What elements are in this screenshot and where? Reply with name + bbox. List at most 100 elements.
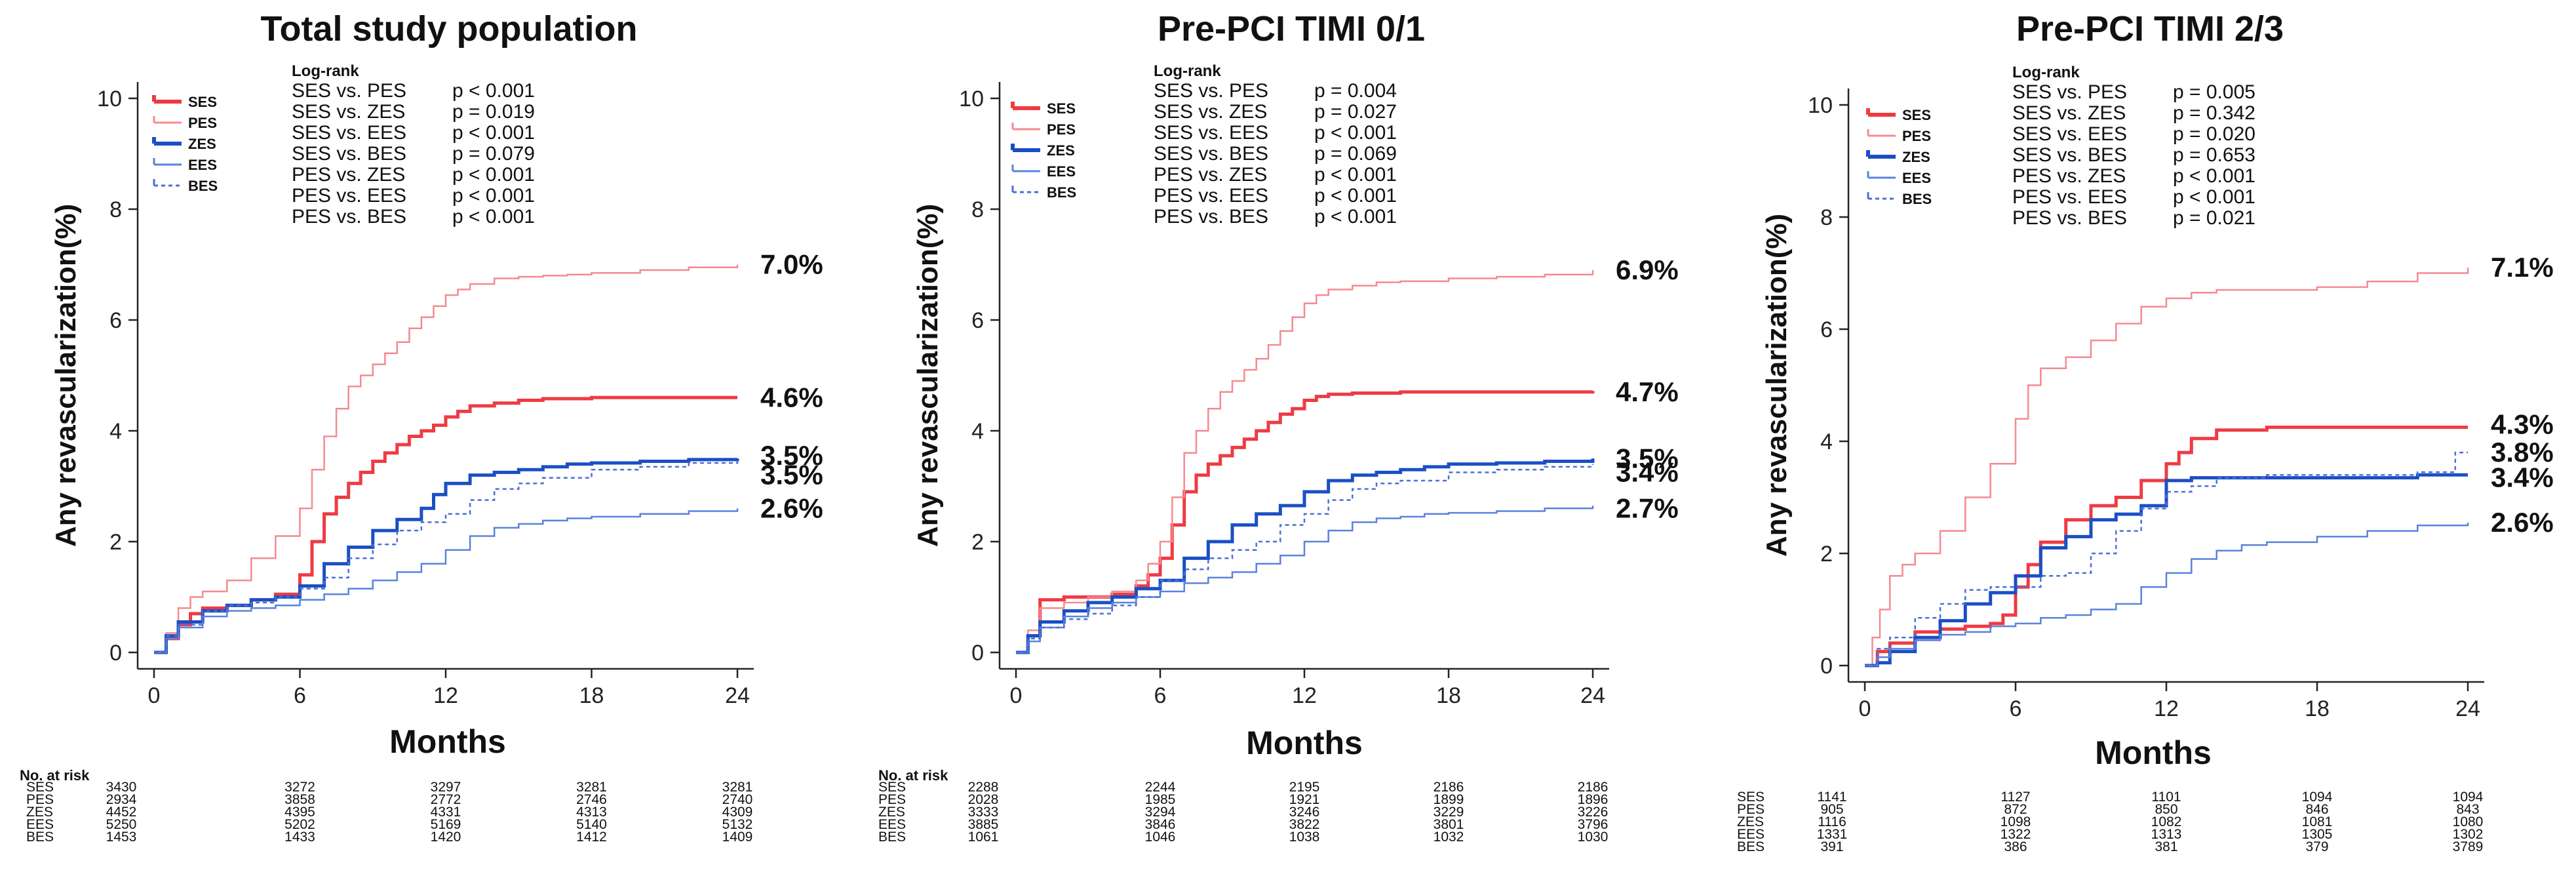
x-tick-label: 18 bbox=[579, 683, 604, 708]
risk-table-count: 3885 bbox=[968, 817, 999, 832]
x-axis-label: Months bbox=[1246, 725, 1363, 761]
risk-table-count: 3796 bbox=[1578, 817, 1609, 832]
x-tick-label: 6 bbox=[1154, 683, 1167, 708]
risk-table-count: 1061 bbox=[968, 829, 999, 845]
risk-table-count: 1896 bbox=[1578, 792, 1609, 807]
legend-label: EES bbox=[1902, 170, 1931, 186]
legend-label: PES bbox=[1902, 128, 1931, 144]
logrank-p-value: p = 0.027 bbox=[1314, 101, 1397, 123]
logrank-comparison: SES vs. BES bbox=[1154, 143, 1268, 165]
risk-table-group: ZES bbox=[1737, 814, 1764, 829]
risk-table-group: EES bbox=[1737, 827, 1765, 842]
x-tick-label: 0 bbox=[1859, 696, 1871, 721]
logrank-comparison: SES vs. ZES bbox=[1154, 101, 1267, 123]
risk-table-count: 4452 bbox=[106, 805, 137, 820]
risk-table-count: 3430 bbox=[106, 780, 137, 795]
logrank-comparison: PES vs. ZES bbox=[1154, 164, 1267, 186]
risk-table-count: 1094 bbox=[2453, 789, 2484, 805]
logrank-comparison: SES vs. EES bbox=[2012, 123, 2127, 145]
risk-table-count: 3281 bbox=[576, 780, 607, 795]
logrank-header: Log-rank bbox=[1154, 62, 1221, 80]
risk-table-count: 1116 bbox=[1818, 814, 1846, 829]
legend-label: SES bbox=[1902, 107, 1931, 123]
logrank-p-value: p = 0.342 bbox=[2173, 102, 2255, 124]
logrank-header: Log-rank bbox=[292, 62, 359, 80]
x-tick-label: 6 bbox=[294, 683, 306, 708]
risk-table-count: 4395 bbox=[284, 805, 315, 820]
x-tick-label: 24 bbox=[1580, 683, 1605, 708]
risk-table-count: 2186 bbox=[1578, 780, 1609, 795]
y-tick-label: 10 bbox=[959, 87, 984, 111]
risk-table-count: 1038 bbox=[1289, 829, 1320, 845]
y-tick-label: 2 bbox=[971, 530, 984, 555]
risk-table-count: 5169 bbox=[431, 817, 461, 832]
risk-table-count: 2186 bbox=[1434, 780, 1464, 795]
risk-table-count: 1409 bbox=[722, 829, 753, 845]
risk-table-count: 2028 bbox=[968, 792, 999, 807]
logrank-comparison: SES vs. EES bbox=[1154, 122, 1268, 144]
y-tick-label: 4 bbox=[109, 419, 122, 444]
risk-table-count: 4331 bbox=[431, 805, 461, 820]
risk-table-group: ZES bbox=[878, 805, 905, 820]
x-tick-label: 18 bbox=[2305, 696, 2330, 721]
risk-table-count: 2288 bbox=[968, 780, 999, 795]
y-tick-label: 6 bbox=[1820, 317, 1833, 342]
x-tick-label: 0 bbox=[148, 683, 161, 708]
legend-label: SES bbox=[1047, 100, 1076, 117]
legend-label: ZES bbox=[1047, 142, 1075, 159]
risk-table-count: 3226 bbox=[1578, 805, 1609, 820]
logrank-comparison: PES vs. EES bbox=[292, 185, 406, 207]
x-tick-label: 12 bbox=[2154, 696, 2179, 721]
risk-table-count: 1032 bbox=[1434, 829, 1464, 845]
logrank-p-value: p < 0.001 bbox=[1314, 122, 1397, 144]
risk-table-group: PES bbox=[1737, 802, 1765, 817]
series-line-ses bbox=[1865, 426, 2468, 668]
risk-table-count: 1302 bbox=[2453, 827, 2484, 842]
end-value-label-zes: 3.4% bbox=[2491, 462, 2554, 493]
y-axis-label: Any revascularization(%) bbox=[50, 204, 82, 547]
risk-table-count: 3229 bbox=[1434, 805, 1464, 820]
end-value-label-zes: 3.5% bbox=[760, 440, 823, 471]
end-value-label-ees: 2.6% bbox=[2491, 507, 2554, 538]
logrank-comparison: PES vs. EES bbox=[1154, 185, 1268, 207]
logrank-comparison: SES vs. ZES bbox=[2012, 102, 2126, 124]
legend-label: PES bbox=[1047, 121, 1076, 138]
risk-table-count: 3246 bbox=[1289, 805, 1320, 820]
logrank-p-value: p < 0.001 bbox=[452, 122, 535, 144]
risk-table-count: 1412 bbox=[576, 829, 607, 845]
y-axis-label: Any revascularization(%) bbox=[1761, 214, 1793, 557]
risk-table-count: 2195 bbox=[1289, 780, 1320, 795]
risk-table-group: PES bbox=[26, 792, 54, 807]
end-value-label-ses: 4.3% bbox=[2491, 409, 2554, 439]
risk-table-header: No. at risk bbox=[20, 767, 90, 784]
end-value-label-pes: 7.1% bbox=[2491, 252, 2554, 283]
y-tick-label: 6 bbox=[109, 308, 122, 333]
y-tick-label: 10 bbox=[1808, 93, 1833, 118]
logrank-p-value: p < 0.001 bbox=[1314, 206, 1397, 228]
chart-title: Total study population bbox=[261, 9, 638, 49]
risk-table-group: EES bbox=[878, 817, 906, 832]
y-axis-label: Any revascularization(%) bbox=[912, 204, 944, 547]
y-tick-label: 4 bbox=[1820, 429, 1833, 454]
y-tick-label: 6 bbox=[971, 308, 984, 333]
risk-table-count: 905 bbox=[1820, 802, 1843, 817]
legend-label: BES bbox=[1047, 184, 1076, 201]
series-line-pes bbox=[1865, 268, 2469, 667]
logrank-comparison: SES vs. BES bbox=[292, 143, 406, 165]
risk-table-count: 3272 bbox=[284, 780, 315, 795]
risk-table-count: 1046 bbox=[1145, 829, 1176, 845]
x-tick-label: 24 bbox=[725, 683, 750, 708]
legend-label: SES bbox=[188, 94, 217, 110]
series-line-ees bbox=[1865, 523, 2469, 667]
risk-table-count: 2746 bbox=[576, 792, 607, 807]
risk-table-count: 850 bbox=[2155, 802, 2177, 817]
y-tick-label: 4 bbox=[971, 419, 984, 444]
risk-table-count: 3294 bbox=[1145, 805, 1176, 820]
risk-table-count: 3846 bbox=[1145, 817, 1176, 832]
logrank-p-value: p < 0.001 bbox=[452, 185, 535, 207]
chart-title: Pre-PCI TIMI 0/1 bbox=[1158, 9, 1425, 49]
risk-table-count: 1433 bbox=[284, 829, 315, 845]
logrank-p-value: p < 0.001 bbox=[452, 164, 535, 186]
